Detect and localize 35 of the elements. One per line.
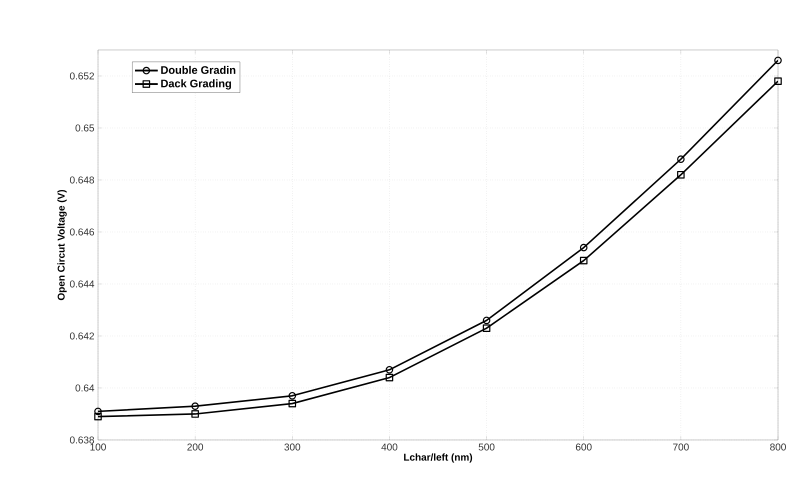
y-tick-label: 0.65 xyxy=(75,124,94,132)
point xyxy=(774,77,782,85)
y-tick-label: 0.64 xyxy=(75,384,94,392)
point xyxy=(191,410,199,418)
point xyxy=(288,400,296,408)
point xyxy=(580,256,588,264)
point xyxy=(677,170,685,179)
y-tick-label: 0.644 xyxy=(70,280,94,288)
x-tick-label: 500 xyxy=(478,444,495,451)
x-tick-label: 200 xyxy=(187,444,204,451)
point xyxy=(288,392,296,400)
point xyxy=(774,56,782,64)
point xyxy=(386,374,394,382)
point xyxy=(386,366,394,374)
y-tick-label: 0.648 xyxy=(70,176,94,184)
point xyxy=(482,324,490,332)
point xyxy=(94,412,102,420)
x-tick-label: 400 xyxy=(381,444,398,451)
y-tick-label: 0.646 xyxy=(70,228,94,236)
x-tick-label: 300 xyxy=(284,444,300,451)
x-tick-label: 700 xyxy=(673,444,689,451)
x-axis-title: Lchar/left (nm) xyxy=(404,453,472,463)
x-tick-label: 800 xyxy=(770,444,786,451)
y-axis-title: Open Circut Voltage (V) xyxy=(57,190,67,300)
y-tick-label: 0.642 xyxy=(70,332,94,340)
legend-label: Double Gradin xyxy=(161,66,236,74)
point xyxy=(191,402,199,410)
y-tick-label: 0.652 xyxy=(70,72,94,80)
point xyxy=(482,316,490,324)
y-tick-label: 0.638 xyxy=(70,436,94,444)
point xyxy=(580,244,588,252)
point xyxy=(677,155,685,163)
legend-label: Dack Grading xyxy=(161,79,231,90)
x-tick-label: 100 xyxy=(90,444,106,451)
x-tick-label: 600 xyxy=(576,444,592,451)
